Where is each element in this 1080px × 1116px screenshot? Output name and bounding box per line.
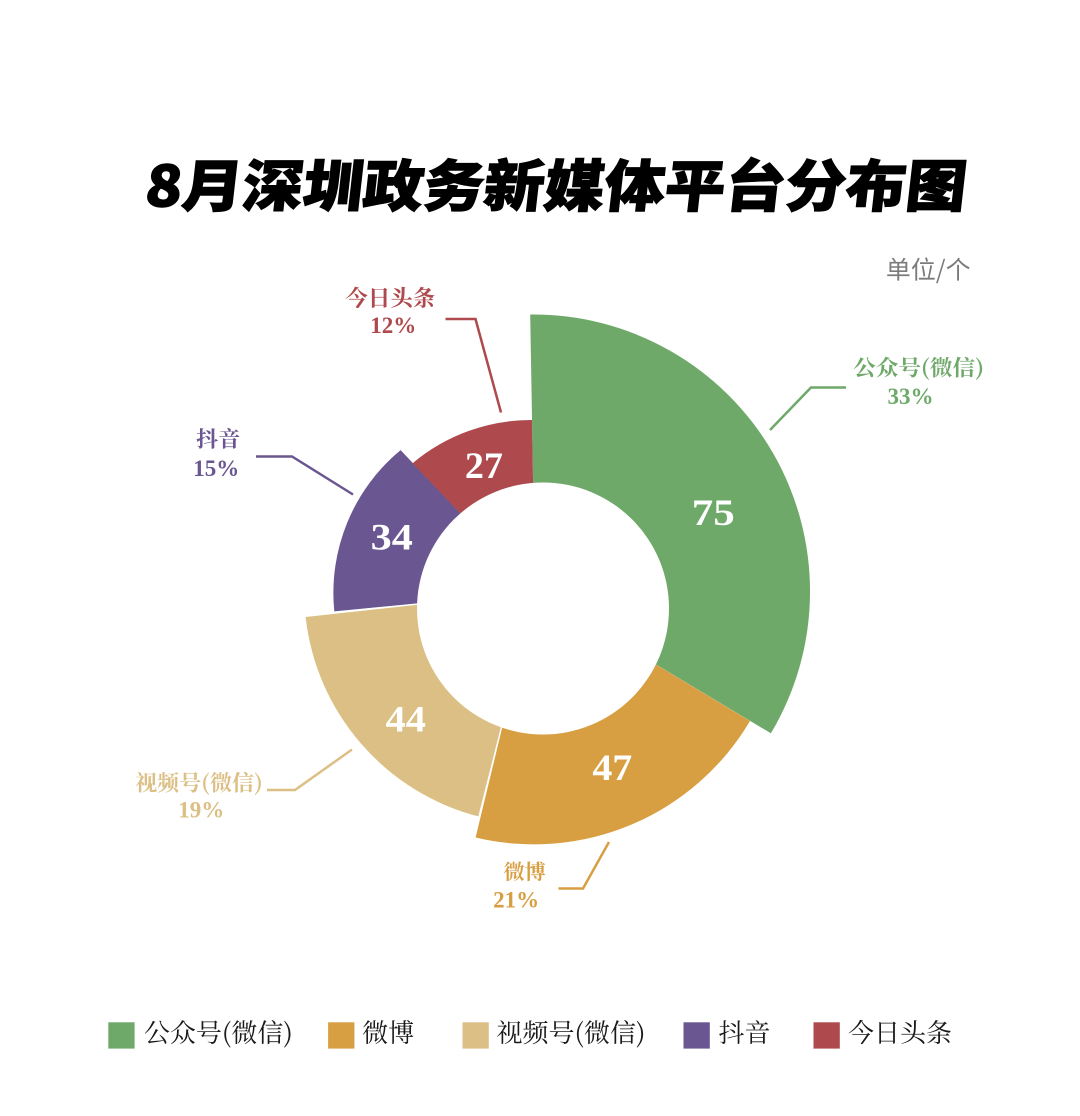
svg-text:19%: 19% — [178, 798, 224, 823]
svg-text:75: 75 — [692, 492, 735, 534]
svg-text:44: 44 — [386, 700, 426, 740]
svg-text:21%: 21% — [493, 888, 539, 913]
svg-text:34: 34 — [371, 517, 413, 558]
svg-text:47: 47 — [592, 749, 632, 789]
svg-text:33%: 33% — [888, 384, 934, 409]
svg-text:27: 27 — [465, 446, 503, 486]
svg-text:15%: 15% — [193, 456, 239, 481]
svg-text:12%: 12% — [370, 313, 416, 338]
